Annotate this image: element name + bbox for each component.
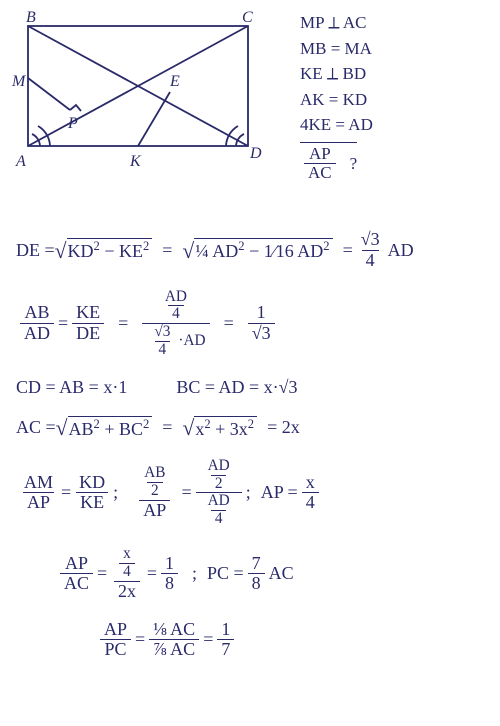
- work-block: DE = √KD2 − KE2 = √¼ AD2 − 1⁄16 AD2 = √3…: [16, 230, 486, 678]
- label-D: D: [249, 145, 262, 162]
- line-final: APPC = ⅛ AC⅞ AC = 17: [16, 620, 238, 661]
- label-C: C: [242, 9, 253, 26]
- given-block: MP ⟂ AC MB = MA KE ⟂ BD AK = KD 4KE = AD…: [300, 10, 373, 183]
- given-1: MP ⟂ AC: [300, 10, 373, 36]
- line-apac: APAC = x4 2x = 18 ; PC = 78 AC: [16, 546, 294, 601]
- given-3: KE ⟂ BD: [300, 61, 373, 87]
- given-2: MB = MA: [300, 36, 373, 62]
- label-A: A: [15, 153, 26, 170]
- line-de: DE = √KD2 − KE2 = √¼ AD2 − 1⁄16 AD2 = √3…: [16, 230, 414, 271]
- label-E: E: [169, 73, 180, 90]
- given-5: 4KE = AD: [300, 112, 373, 138]
- label-P: P: [67, 115, 78, 132]
- given-question: APAC ?: [300, 142, 357, 183]
- line-cdbc: CD = AB = x·1 BC = AD = x·√3: [16, 377, 486, 398]
- label-K: K: [129, 153, 142, 170]
- label-B: B: [26, 9, 36, 26]
- geometry-diagram: B C A D M P E K: [10, 6, 270, 176]
- line-abad: ABAD = KEDE = AD4 √34·AD = 1√3: [16, 289, 279, 359]
- line-ac: AC = √AB2 + BC2 = √x2 + 3x2 = 2x: [16, 416, 300, 440]
- line-amap: AMAP = KDKE ; AB2 AP = AD2 AD4 ; AP = x4: [16, 458, 323, 528]
- label-M: M: [11, 73, 27, 90]
- given-4: AK = KD: [300, 87, 373, 113]
